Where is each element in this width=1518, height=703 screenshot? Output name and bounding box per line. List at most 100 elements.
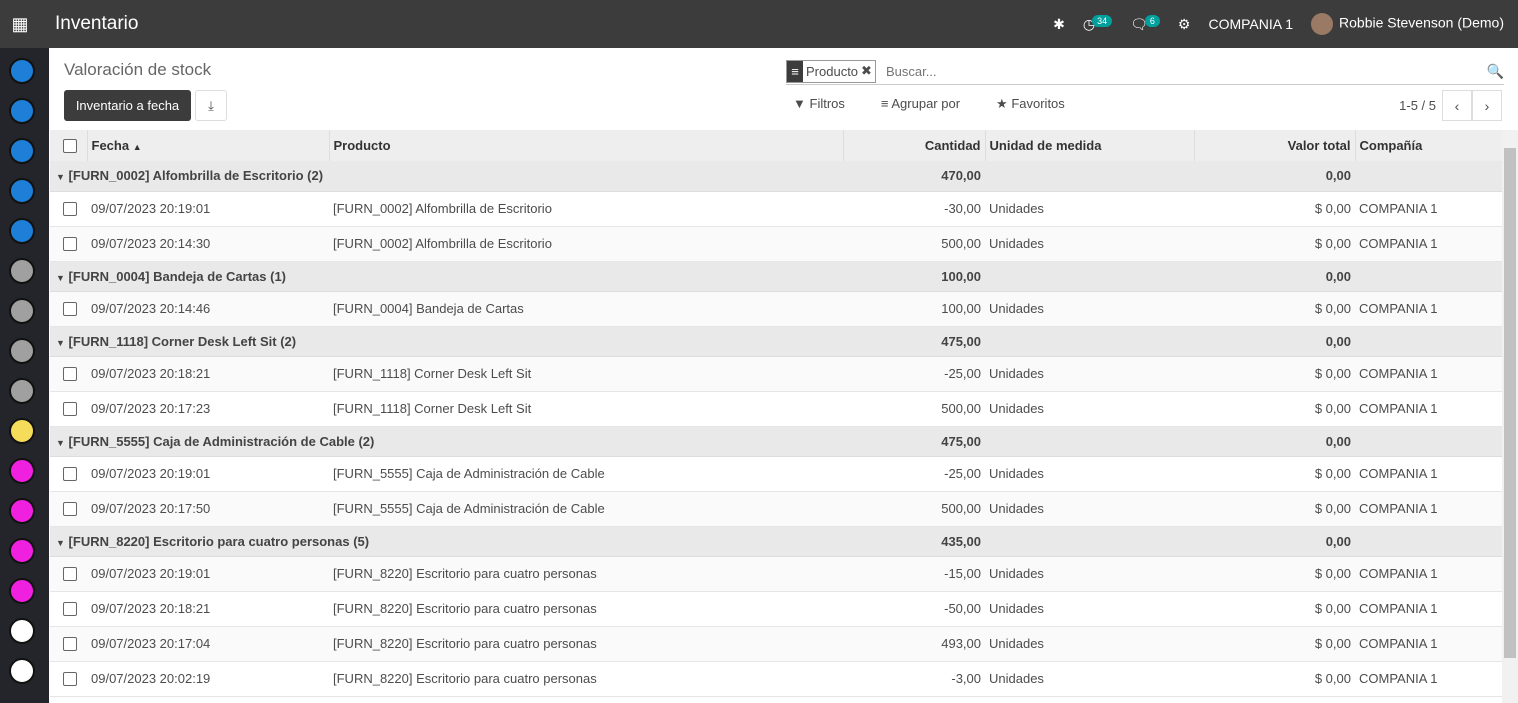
group-row[interactable]: ▼ [FURN_1118] Corner Desk Left Sit (2) 47…	[50, 326, 1502, 357]
app-icon[interactable]	[9, 538, 35, 564]
activities-button[interactable]: ◷ 34	[1082, 14, 1113, 33]
column-date[interactable]: Fecha ▲	[87, 130, 330, 161]
user-menu[interactable]: Robbie Stevenson (Demo)	[1311, 13, 1504, 35]
app-icon[interactable]	[9, 458, 35, 484]
cell-date: 09/07/2023 20:18:21	[87, 591, 329, 627]
table-row[interactable]: 09/07/2023 20:14:30 [FURN_0002] Alfombril…	[50, 226, 1502, 262]
column-date-label: Fecha	[91, 138, 130, 153]
select-all-checkbox[interactable]	[63, 139, 77, 154]
settings-gears-icon[interactable]: ⚙	[1177, 15, 1191, 32]
table-row[interactable]: 09/07/2023 20:17:23 [FURN_1118] Corner De…	[50, 391, 1502, 427]
messages-button[interactable]: 🗨 6	[1130, 14, 1160, 33]
group-uom	[985, 261, 1194, 292]
favorites-button[interactable]: ★ Favoritos	[996, 96, 1065, 112]
group-row[interactable]: ▼ [FURN_0002] Alfombrilla de Escritorio …	[50, 161, 1502, 192]
inventory-at-date-button[interactable]: Inventario a fecha	[64, 90, 191, 121]
row-checkbox[interactable]	[63, 202, 77, 217]
app-icon[interactable]	[9, 618, 35, 644]
group-row[interactable]: ▼ [FURN_8220] Escritorio para cuatro per…	[50, 526, 1502, 557]
app-icon[interactable]	[9, 58, 35, 84]
group-value: 0,00	[1194, 426, 1355, 457]
row-select	[50, 191, 87, 227]
app-icon[interactable]	[9, 338, 35, 364]
pager: 1-5 / 5 ‹ ›	[1399, 90, 1502, 121]
debug-bug-icon[interactable]: ✱	[1053, 15, 1065, 32]
cell-quantity: 493,00	[843, 626, 985, 662]
user-name: Robbie Stevenson (Demo)	[1339, 14, 1504, 31]
row-checkbox[interactable]	[63, 637, 77, 652]
app-icon[interactable]	[9, 298, 35, 324]
app-icon[interactable]	[9, 578, 35, 604]
filters-button[interactable]: ▼ Filtros	[793, 96, 845, 112]
cell-uom: Unidades	[985, 191, 1194, 227]
column-company[interactable]: Compañía	[1355, 130, 1503, 161]
download-button[interactable]: ⤓	[195, 90, 227, 121]
row-checkbox[interactable]	[63, 672, 77, 687]
avatar	[1311, 13, 1334, 35]
app-icon[interactable]	[9, 378, 35, 404]
app-icon[interactable]	[9, 498, 35, 524]
cell-quantity: -30,00	[843, 191, 985, 227]
app-icon[interactable]	[9, 98, 35, 124]
cell-uom: Unidades	[985, 491, 1194, 527]
cell-quantity: 500,00	[843, 491, 985, 527]
cell-value: $ 0,00	[1194, 191, 1355, 227]
search-input[interactable]	[885, 63, 1487, 79]
group-value: 0,00	[1194, 161, 1355, 192]
group-label: [FURN_1118] Corner Desk Left Sit (2)	[68, 333, 297, 349]
table-row[interactable]: 09/07/2023 20:19:01 [FURN_5555] Caja de A…	[50, 456, 1502, 492]
pager-next-button[interactable]: ›	[1472, 90, 1502, 121]
facet-remove-icon[interactable]: ✖	[861, 63, 872, 78]
table-row[interactable]: 09/07/2023 20:19:01 [FURN_0002] Alfombril…	[50, 191, 1502, 227]
app-icon[interactable]	[9, 138, 35, 164]
top-navbar: ▦ Inventario ✱ ◷ 34 🗨 6 ⚙ COMPANIA 1 Robbi…	[0, 0, 1518, 48]
select-all-header	[50, 130, 88, 161]
list-icon: ≡	[880, 96, 889, 111]
app-icon[interactable]	[9, 218, 35, 244]
cell-value: $ 0,00	[1194, 491, 1355, 527]
group-by-label: Agrupar por	[891, 96, 961, 111]
table-row[interactable]: 09/07/2023 20:17:50 [FURN_5555] Caja de A…	[50, 491, 1502, 527]
app-title[interactable]: Inventario	[55, 13, 139, 34]
group-by-button[interactable]: ≡ Agrupar por	[881, 96, 960, 112]
row-checkbox[interactable]	[63, 602, 77, 617]
cell-product: [FURN_5555] Caja de Administración de Ca…	[329, 456, 843, 492]
column-product[interactable]: Producto	[329, 130, 844, 161]
column-uom[interactable]: Unidad de medida	[985, 130, 1195, 161]
row-checkbox[interactable]	[63, 567, 77, 582]
row-checkbox[interactable]	[63, 302, 77, 317]
row-checkbox[interactable]	[63, 237, 77, 252]
clock-icon: ◷	[1082, 15, 1096, 32]
table-row[interactable]: 09/07/2023 20:19:01 [FURN_8220] Escritori…	[50, 556, 1502, 592]
row-checkbox[interactable]	[63, 502, 77, 517]
table-row[interactable]: 09/07/2023 20:18:21 [FURN_8220] Escritori…	[50, 591, 1502, 627]
group-label: [FURN_5555] Caja de Administración de Ca…	[68, 433, 375, 449]
group-row[interactable]: ▼ [FURN_0004] Bandeja de Cartas (1) 100,0…	[50, 261, 1502, 292]
table-header: Fecha ▲ Producto Cantidad Unidad de medi…	[50, 130, 1503, 161]
company-switcher[interactable]: COMPANIA 1	[1208, 16, 1294, 32]
app-menu-grid-icon[interactable]: ▦	[11, 13, 29, 34]
app-icon[interactable]	[9, 658, 35, 684]
group-row[interactable]: ▼ [FURN_5555] Caja de Administración de …	[50, 426, 1502, 457]
favorites-label: Favoritos	[1011, 96, 1065, 111]
pager-previous-button[interactable]: ‹	[1442, 90, 1472, 121]
table-row[interactable]: 09/07/2023 20:02:19 [FURN_8220] Escritori…	[50, 661, 1502, 697]
row-checkbox[interactable]	[63, 467, 77, 482]
row-checkbox[interactable]	[63, 367, 77, 382]
column-value[interactable]: Valor total	[1194, 130, 1356, 161]
cell-quantity: 100,00	[843, 291, 985, 327]
scrollbar-thumb[interactable]	[1504, 148, 1516, 658]
row-checkbox[interactable]	[63, 402, 77, 417]
search-icon[interactable]: 🔍	[1486, 62, 1504, 79]
cell-uom: Unidades	[985, 661, 1194, 697]
app-icon[interactable]	[9, 418, 35, 444]
column-quantity[interactable]: Cantidad	[843, 130, 986, 161]
vertical-scrollbar[interactable]	[1502, 130, 1518, 703]
pager-value[interactable]: 1-5 / 5	[1399, 98, 1436, 113]
app-icon[interactable]	[9, 258, 35, 284]
table-row[interactable]: 09/07/2023 20:18:21 [FURN_1118] Corner De…	[50, 356, 1502, 392]
table-row[interactable]: 09/07/2023 20:14:46 [FURN_0004] Bandeja d…	[50, 291, 1502, 327]
table-row[interactable]: 09/07/2023 20:17:04 [FURN_8220] Escritori…	[50, 626, 1502, 662]
cell-company: COMPANIA 1	[1355, 591, 1502, 627]
app-icon[interactable]	[9, 178, 35, 204]
